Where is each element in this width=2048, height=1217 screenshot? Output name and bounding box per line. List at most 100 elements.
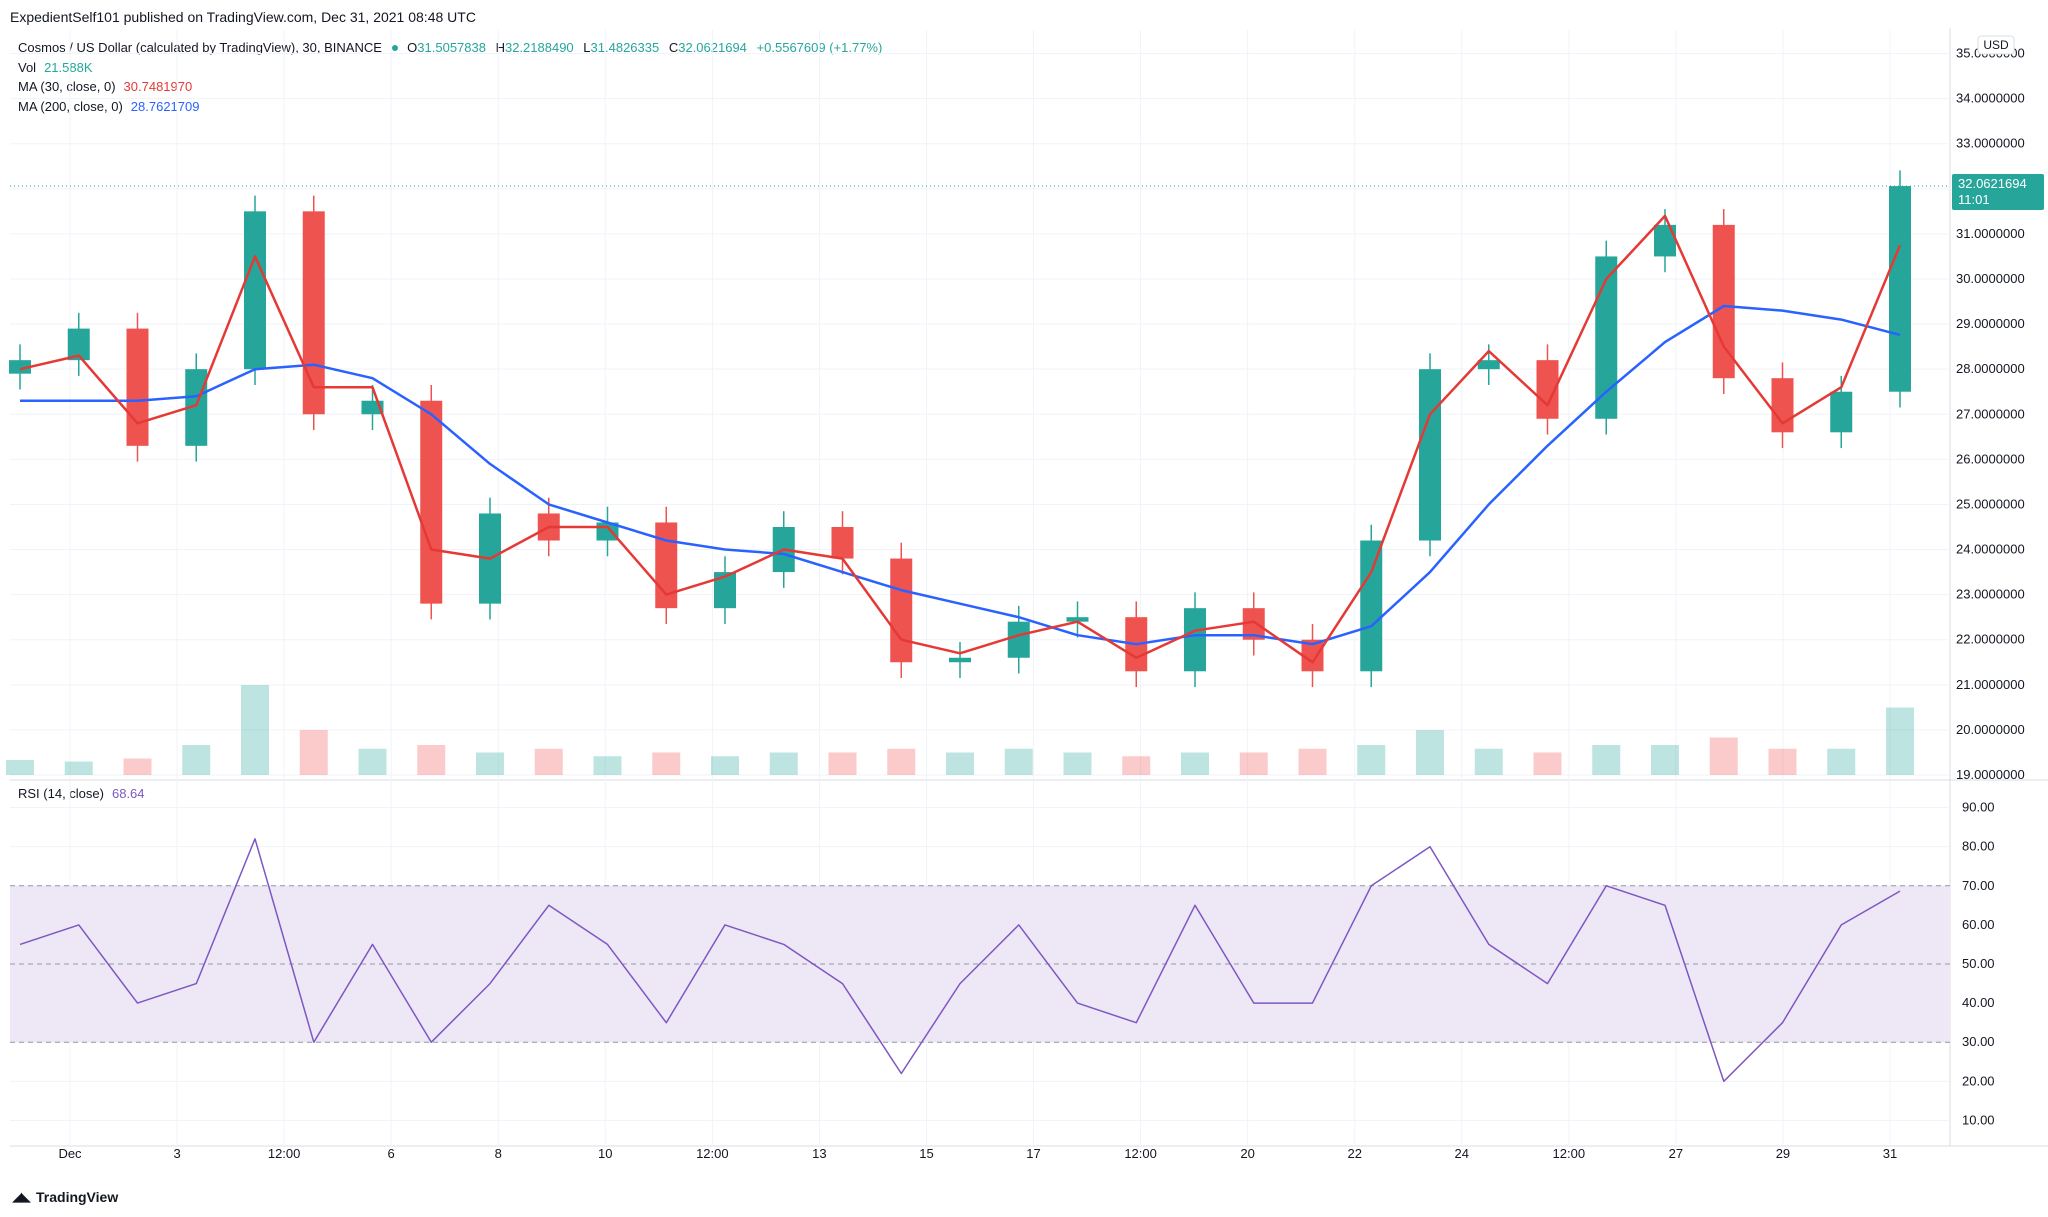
volume-bar: [1298, 748, 1327, 775]
ma200-line: [20, 304, 1901, 646]
rsi-value: 68.64: [111, 786, 145, 801]
brand-label: TradingView: [36, 1189, 119, 1205]
price-tick-label: 19.0000000: [1956, 767, 2025, 782]
time-tick-label: Dec: [58, 1146, 82, 1161]
volume-bar: [828, 752, 857, 775]
rsi-tick-label: 40.00: [1962, 995, 1995, 1010]
high-value: 32.2188490: [504, 40, 574, 55]
volume-bar: [123, 758, 152, 775]
volume-bar: [1416, 730, 1444, 775]
time-tick-label: 24: [1455, 1146, 1469, 1161]
rsi-tick-label: 60.00: [1962, 917, 1995, 932]
price-tick-label: 21.0000000: [1956, 677, 2025, 692]
volume-bar: [946, 752, 974, 775]
countdown-label: 11:01: [1958, 192, 1990, 207]
ma30-line: [19, 214, 1902, 664]
candle-body: [67, 328, 90, 361]
symbol-title[interactable]: Cosmos / US Dollar (calculated by Tradin…: [18, 40, 382, 55]
volume-bar: [417, 745, 446, 775]
volume-bar: [64, 761, 93, 775]
volume-bar: [358, 748, 387, 775]
price-tick-label: 30.0000000: [1956, 271, 2025, 286]
vol-row[interactable]: Vol 21.588K: [18, 58, 882, 78]
price-tick-label: 20.0000000: [1956, 722, 2025, 737]
rsi-tick-label: 20.00: [1962, 1073, 1995, 1088]
candle-body: [9, 360, 31, 374]
candle-body: [1889, 186, 1911, 392]
rsi-tick-label: 90.00: [1962, 800, 1995, 815]
time-tick-label: 15: [919, 1146, 933, 1161]
candle-body: [1184, 608, 1206, 672]
rsi-tick-label: 50.00: [1962, 956, 1995, 971]
ma30-value: 30.7481970: [123, 79, 193, 94]
volume-bar: [241, 685, 269, 775]
volume-bar: [593, 756, 622, 775]
last-price-tag: [1952, 174, 2044, 211]
candle-body: [949, 657, 971, 663]
time-tick-label: 17: [1026, 1146, 1040, 1161]
price-tick-label: 28.0000000: [1956, 361, 2025, 376]
ma30-row[interactable]: MA (30, close, 0) 30.7481970: [18, 77, 882, 97]
tradingview-logo-icon: ◢◣: [12, 1189, 31, 1204]
candle-body: [1654, 224, 1676, 257]
volume-bar: [476, 752, 504, 775]
candle-body: [244, 211, 266, 370]
price-tick-label: 29.0000000: [1956, 316, 2025, 331]
rsi-tick-label: 30.00: [1962, 1034, 1995, 1049]
price-tick-label: 25.0000000: [1956, 496, 2025, 511]
tradingview-brand[interactable]: ◢◣ TradingView: [12, 1189, 118, 1205]
candle-body: [831, 526, 854, 559]
volume-bar: [769, 752, 798, 775]
candle-body: [302, 211, 325, 415]
candle-body: [1419, 369, 1441, 541]
time-tick-label: 31: [1883, 1146, 1897, 1161]
volume-bar: [182, 745, 211, 775]
rsi-tick-label: 10.00: [1962, 1112, 1995, 1127]
candle-body: [1007, 621, 1030, 658]
volume-bar: [1768, 748, 1797, 775]
price-tick-label: 26.0000000: [1956, 451, 2025, 466]
vol-label: Vol: [18, 59, 37, 75]
price-tick-label: 24.0000000: [1956, 542, 2025, 557]
rsi-legend[interactable]: RSI (14, close) 68.64: [18, 786, 145, 801]
candle-body: [1477, 360, 1500, 370]
open-label: O: [407, 40, 418, 55]
candle-body: [1066, 617, 1089, 622]
volume-bar: [1474, 748, 1503, 775]
volume-bar: [1533, 752, 1562, 775]
candle-body: [1712, 224, 1735, 379]
time-tick-label: 27: [1669, 1146, 1683, 1161]
rsi-tick-label: 80.00: [1962, 839, 1995, 854]
time-tick-label: 6: [388, 1146, 395, 1161]
publisher-line: ExpedientSelf101 published on TradingVie…: [10, 9, 476, 25]
candle-body: [1242, 608, 1265, 640]
volume-bar: [6, 760, 34, 775]
candle-body: [1301, 639, 1324, 672]
low-label: L: [583, 40, 591, 55]
high-label: H: [495, 40, 505, 55]
candle-body: [1360, 540, 1383, 672]
candle-body: [1595, 256, 1618, 419]
volume-bar: [1886, 707, 1914, 775]
time-tick-label: 3: [173, 1146, 180, 1161]
rsi-tick-label: 70.00: [1962, 878, 1995, 893]
volume-bar: [1239, 752, 1268, 775]
candle-body: [420, 400, 443, 604]
ma30-label: MA (30, close, 0): [18, 79, 116, 94]
volume-bar: [652, 752, 681, 775]
candle-body: [890, 558, 913, 663]
vol-value: 21.588K: [44, 59, 93, 75]
time-tick-label: 29: [1776, 1146, 1790, 1161]
time-tick-label: 12:00: [268, 1146, 301, 1161]
time-tick-label: 10: [598, 1146, 612, 1161]
time-tick-label: 20: [1240, 1146, 1254, 1161]
price-tick-label: 31.0000000: [1956, 226, 2025, 241]
volume-bar: [1827, 748, 1856, 775]
candle-body: [714, 572, 736, 609]
volume-bar: [711, 756, 739, 775]
volume-bar: [1709, 737, 1738, 775]
time-tick-label: 22: [1347, 1146, 1361, 1161]
rsi-label: RSI (14, close): [18, 786, 104, 801]
volume-bar: [1651, 745, 1679, 775]
